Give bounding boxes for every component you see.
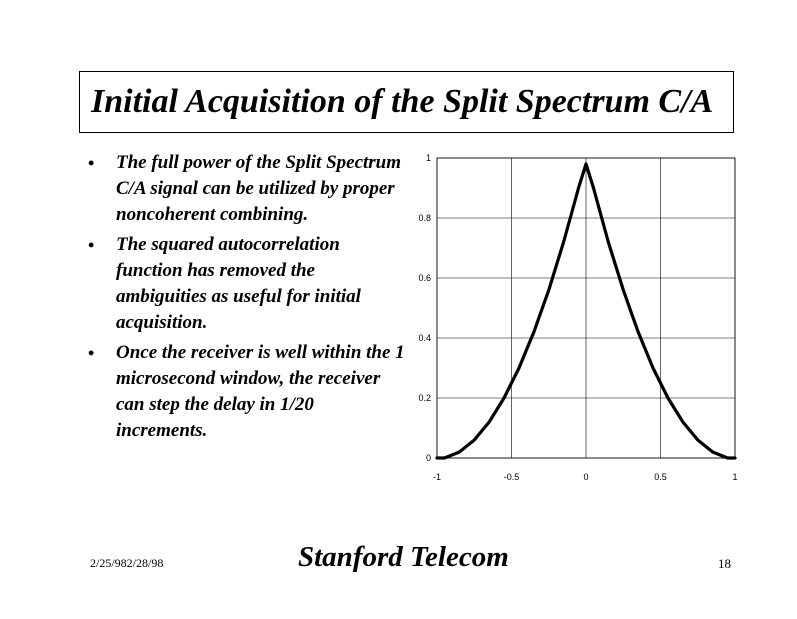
bullet-marker: •	[88, 343, 95, 363]
slide-title-box: Initial Acquisition of the Split Spectru…	[79, 71, 734, 133]
plot-area: -1 -0.5 0 0.5 1 0 0.2 0.4 0.6 0.8 1	[418, 153, 737, 482]
y-tick-label: 0.6	[418, 273, 431, 283]
y-tick-label: 0.2	[418, 393, 431, 403]
autocorrelation-chart: -1 -0.5 0 0.5 1 0 0.2 0.4 0.6 0.8 1	[418, 153, 737, 482]
bullet-item: • The squared autocorrelation function h…	[88, 232, 408, 336]
y-tick-label: 0.4	[418, 333, 431, 343]
bullet-text: The full power of the Split Spectrum C/A…	[116, 152, 402, 225]
bullet-marker: •	[88, 235, 95, 255]
x-tick-label: -1	[433, 472, 441, 482]
footer-company: Stanford Telecom	[298, 541, 509, 573]
x-tick-label: -0.5	[504, 472, 520, 482]
x-tick-label: 0	[583, 472, 588, 482]
x-tick-label: 1	[732, 472, 737, 482]
bullet-marker: •	[88, 153, 95, 173]
series-line	[435, 162, 737, 460]
footer-date: 2/25/982/28/98	[90, 556, 164, 570]
y-tick-label: 0.8	[418, 213, 431, 223]
y-tick-label: 1	[426, 153, 431, 163]
bullet-list: • The full power of the Split Spectrum C…	[88, 150, 408, 448]
bullet-item: • Once the receiver is well within the 1…	[88, 340, 408, 444]
y-tick-label: 0	[426, 453, 431, 463]
slide-title: Initial Acquisition of the Split Spectru…	[91, 83, 714, 120]
bullet-item: • The full power of the Split Spectrum C…	[88, 150, 408, 228]
page-number: 18	[718, 556, 731, 571]
bullet-text: The squared autocorrelation function has…	[116, 234, 361, 333]
bullet-text: Once the receiver is well within the 1 m…	[116, 342, 405, 441]
x-tick-label: 0.5	[654, 472, 667, 482]
